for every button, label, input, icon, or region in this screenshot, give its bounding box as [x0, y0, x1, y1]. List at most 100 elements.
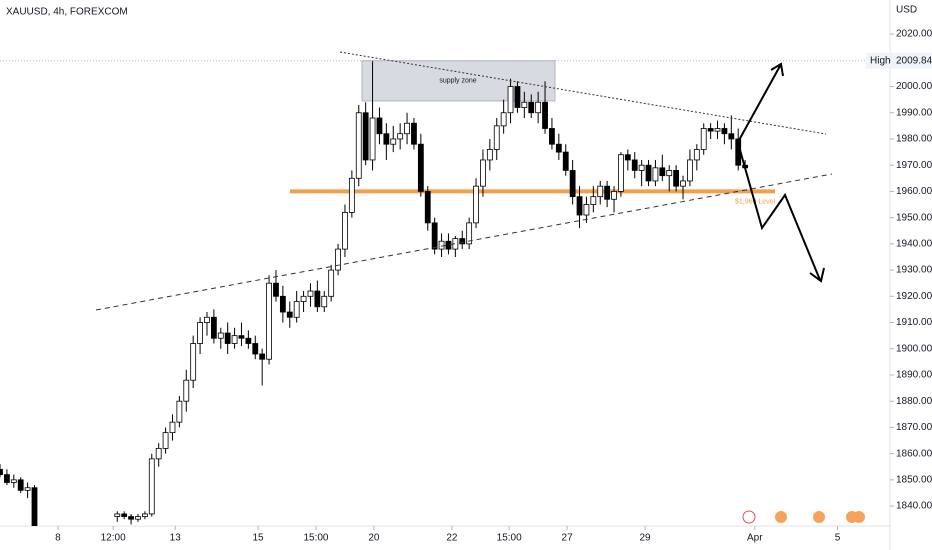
x-tick-label: 15:00	[303, 533, 328, 544]
candle-body	[528, 101, 535, 114]
candle-body	[197, 322, 203, 344]
candle-body	[176, 400, 183, 423]
candle-body	[680, 180, 686, 187]
candle-body	[204, 316, 210, 323]
y-tick-label: 1940.00	[896, 238, 932, 249]
candle-body	[128, 516, 134, 520]
y-tick-label: 1880.00	[896, 396, 932, 407]
candle-body	[611, 191, 617, 200]
y-tick-label: 1950.00	[896, 212, 932, 223]
high-price: 2009.84	[896, 55, 932, 66]
supply-zone	[361, 60, 556, 102]
candle-body	[183, 379, 190, 402]
candle-body	[700, 128, 707, 150]
candle-body	[590, 196, 597, 205]
candle-body	[562, 151, 569, 171]
candle-body	[514, 86, 521, 108]
candle-body	[31, 487, 38, 526]
candle-body	[10, 479, 17, 483]
up-arrow-head	[770, 62, 784, 77]
candle-body	[273, 282, 279, 297]
candle-body	[335, 248, 341, 271]
candle-body	[355, 112, 362, 179]
candle-body	[17, 479, 24, 491]
high-tag: High	[870, 55, 891, 66]
candle-body	[507, 86, 514, 114]
x-tick-label: 5	[835, 533, 841, 544]
y-tick-label: 1840.00	[896, 501, 932, 512]
x-tick-label: 15:00	[497, 533, 522, 544]
candle-body	[231, 335, 238, 344]
y-tick-label: 1870.00	[896, 422, 932, 433]
lower-trendline	[95, 173, 833, 311]
y-tick-label: 2020.00	[896, 29, 932, 40]
x-tick-label: 22	[446, 533, 458, 544]
y-tick-label: 1930.00	[896, 265, 932, 276]
candle-body	[0, 468, 3, 476]
candle-body	[638, 164, 645, 171]
up-arrow	[737, 65, 781, 143]
candle-body	[383, 133, 390, 145]
x-tick-label: Apr	[747, 533, 763, 544]
candle-body	[576, 196, 583, 216]
candle-body	[521, 101, 528, 108]
candle-body	[687, 159, 693, 182]
candle-body	[693, 149, 700, 161]
x-tick-label: 15	[252, 533, 264, 544]
candle-body	[604, 185, 611, 200]
candle-body	[652, 167, 659, 182]
candle-body	[148, 458, 155, 515]
drawings	[95, 51, 833, 311]
candle-body	[114, 513, 121, 517]
bottom-icons	[742, 510, 865, 524]
candle-body	[666, 170, 673, 177]
candle-body	[431, 222, 438, 250]
x-tick-label: 20	[368, 533, 380, 544]
candle-body	[259, 353, 266, 360]
candle-body	[238, 335, 245, 339]
candle-body	[673, 170, 680, 187]
x-tick-label: 12:00	[101, 533, 126, 544]
candle-body	[597, 185, 604, 198]
candle-body	[459, 238, 466, 245]
candle-body	[155, 447, 162, 460]
candle-body	[279, 295, 286, 313]
x-tick-label: 8	[55, 533, 61, 544]
candle-body	[300, 295, 307, 302]
candle-body	[659, 167, 666, 177]
candle-body	[328, 269, 335, 297]
candle-body	[404, 122, 410, 135]
plot-area	[0, 60, 775, 526]
candle-body	[121, 513, 128, 517]
chart-title: XAUUSD, 4h, FOREXCOM	[6, 7, 128, 18]
candle-body	[535, 101, 542, 114]
candle-body	[314, 290, 321, 308]
candle-body	[141, 513, 148, 517]
candle-body	[376, 117, 383, 135]
candle-body	[342, 211, 348, 250]
y-axis-label: USD	[896, 5, 917, 16]
candle-body	[3, 474, 10, 483]
candle-body	[631, 159, 638, 171]
x-tick-label: 13	[170, 533, 182, 544]
candle-body	[645, 164, 652, 182]
y-tick-label: 1910.00	[896, 317, 932, 328]
candle-body	[169, 421, 176, 434]
candle-body	[417, 143, 424, 192]
candle-body	[293, 301, 300, 318]
candle-body	[493, 125, 500, 150]
candle-body	[445, 240, 452, 250]
candle-body	[624, 154, 631, 161]
candle-body	[549, 128, 555, 145]
candle-body	[500, 112, 507, 127]
candle-body	[369, 117, 376, 161]
y-tick-label: 1970.00	[896, 160, 932, 171]
candle-body	[390, 138, 397, 145]
candle-body	[438, 240, 445, 250]
candle-body	[307, 290, 314, 297]
candle-body	[480, 159, 486, 187]
y-tick-label: 1850.00	[896, 474, 932, 485]
supply-zone-label: supply zone	[439, 78, 476, 85]
candle-body	[424, 191, 431, 224]
